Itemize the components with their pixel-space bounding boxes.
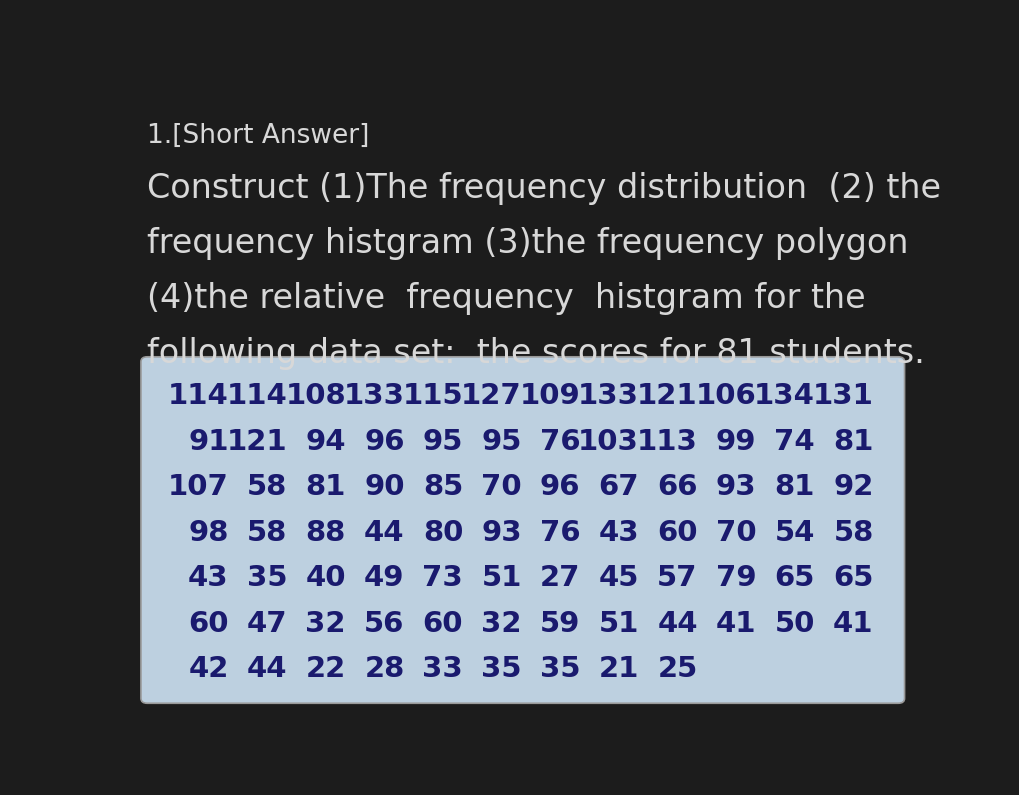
- Text: 81: 81: [833, 428, 873, 456]
- Text: 70: 70: [715, 518, 756, 547]
- Text: 57: 57: [656, 564, 697, 592]
- Text: 32: 32: [305, 610, 345, 638]
- Text: 121: 121: [226, 428, 287, 456]
- Text: 95: 95: [481, 428, 522, 456]
- Text: 95: 95: [423, 428, 463, 456]
- Text: 115: 115: [403, 382, 463, 410]
- Text: 27: 27: [539, 564, 580, 592]
- Text: 28: 28: [364, 655, 405, 683]
- Text: 121: 121: [637, 382, 697, 410]
- Text: 96: 96: [364, 428, 405, 456]
- Text: 51: 51: [598, 610, 639, 638]
- Text: 99: 99: [715, 428, 756, 456]
- Text: 21: 21: [598, 655, 639, 683]
- Text: 133: 133: [578, 382, 639, 410]
- Text: 76: 76: [539, 518, 580, 547]
- Text: 44: 44: [656, 610, 697, 638]
- Text: 42: 42: [189, 655, 228, 683]
- Text: Construct (1)The frequency distribution  (2) the: Construct (1)The frequency distribution …: [147, 172, 941, 205]
- Text: 33: 33: [422, 655, 463, 683]
- Text: 93: 93: [715, 473, 756, 501]
- FancyBboxPatch shape: [141, 357, 904, 704]
- Text: 91: 91: [189, 428, 228, 456]
- Text: 92: 92: [833, 473, 873, 501]
- Text: 44: 44: [364, 518, 405, 547]
- Text: 58: 58: [833, 518, 873, 547]
- Text: 85: 85: [423, 473, 463, 501]
- Text: 35: 35: [247, 564, 287, 592]
- Text: 80: 80: [423, 518, 463, 547]
- Text: 107: 107: [168, 473, 228, 501]
- Text: following data set:  the scores for 81 students.: following data set: the scores for 81 st…: [147, 337, 924, 370]
- Text: 60: 60: [656, 518, 697, 547]
- Text: 50: 50: [773, 610, 814, 638]
- Text: 76: 76: [539, 428, 580, 456]
- Text: 60: 60: [422, 610, 463, 638]
- Text: 114: 114: [168, 382, 228, 410]
- Text: (4)the relative  frequency  histgram for the: (4)the relative frequency histgram for t…: [147, 282, 865, 315]
- Text: 40: 40: [305, 564, 345, 592]
- Text: 59: 59: [540, 610, 580, 638]
- Text: 45: 45: [598, 564, 639, 592]
- Text: 44: 44: [247, 655, 287, 683]
- Text: 58: 58: [247, 518, 287, 547]
- Text: 32: 32: [481, 610, 522, 638]
- Text: 58: 58: [247, 473, 287, 501]
- Text: 51: 51: [481, 564, 522, 592]
- Text: 41: 41: [833, 610, 873, 638]
- Text: 106: 106: [695, 382, 756, 410]
- Text: 66: 66: [656, 473, 697, 501]
- Text: 60: 60: [189, 610, 228, 638]
- Text: 98: 98: [189, 518, 228, 547]
- Text: 22: 22: [306, 655, 345, 683]
- Text: 90: 90: [364, 473, 405, 501]
- Text: 96: 96: [539, 473, 580, 501]
- Text: 73: 73: [422, 564, 463, 592]
- Text: 47: 47: [247, 610, 287, 638]
- Text: 43: 43: [187, 564, 228, 592]
- Text: 79: 79: [715, 564, 756, 592]
- Text: 81: 81: [306, 473, 345, 501]
- Text: 65: 65: [773, 564, 814, 592]
- Text: 133: 133: [343, 382, 405, 410]
- Text: 70: 70: [481, 473, 522, 501]
- Text: 127: 127: [461, 382, 522, 410]
- Text: 56: 56: [364, 610, 405, 638]
- Text: 25: 25: [657, 655, 697, 683]
- Text: 109: 109: [520, 382, 580, 410]
- Text: 103: 103: [578, 428, 639, 456]
- Text: frequency histgram (3)the frequency polygon: frequency histgram (3)the frequency poly…: [147, 227, 908, 260]
- Text: 43: 43: [598, 518, 639, 547]
- Text: 35: 35: [539, 655, 580, 683]
- Text: 54: 54: [773, 518, 814, 547]
- Text: 74: 74: [773, 428, 814, 456]
- Text: 88: 88: [306, 518, 345, 547]
- Text: 49: 49: [364, 564, 405, 592]
- Text: 1.[Short Answer]: 1.[Short Answer]: [147, 123, 369, 149]
- Text: 131: 131: [812, 382, 873, 410]
- Text: 67: 67: [598, 473, 639, 501]
- Text: 114: 114: [226, 382, 287, 410]
- Text: 35: 35: [481, 655, 522, 683]
- Text: 41: 41: [715, 610, 756, 638]
- Text: 93: 93: [481, 518, 522, 547]
- Text: 113: 113: [636, 428, 697, 456]
- Text: 81: 81: [773, 473, 814, 501]
- Text: 65: 65: [833, 564, 873, 592]
- Text: 108: 108: [285, 382, 345, 410]
- Text: 134: 134: [753, 382, 814, 410]
- Text: 94: 94: [305, 428, 345, 456]
